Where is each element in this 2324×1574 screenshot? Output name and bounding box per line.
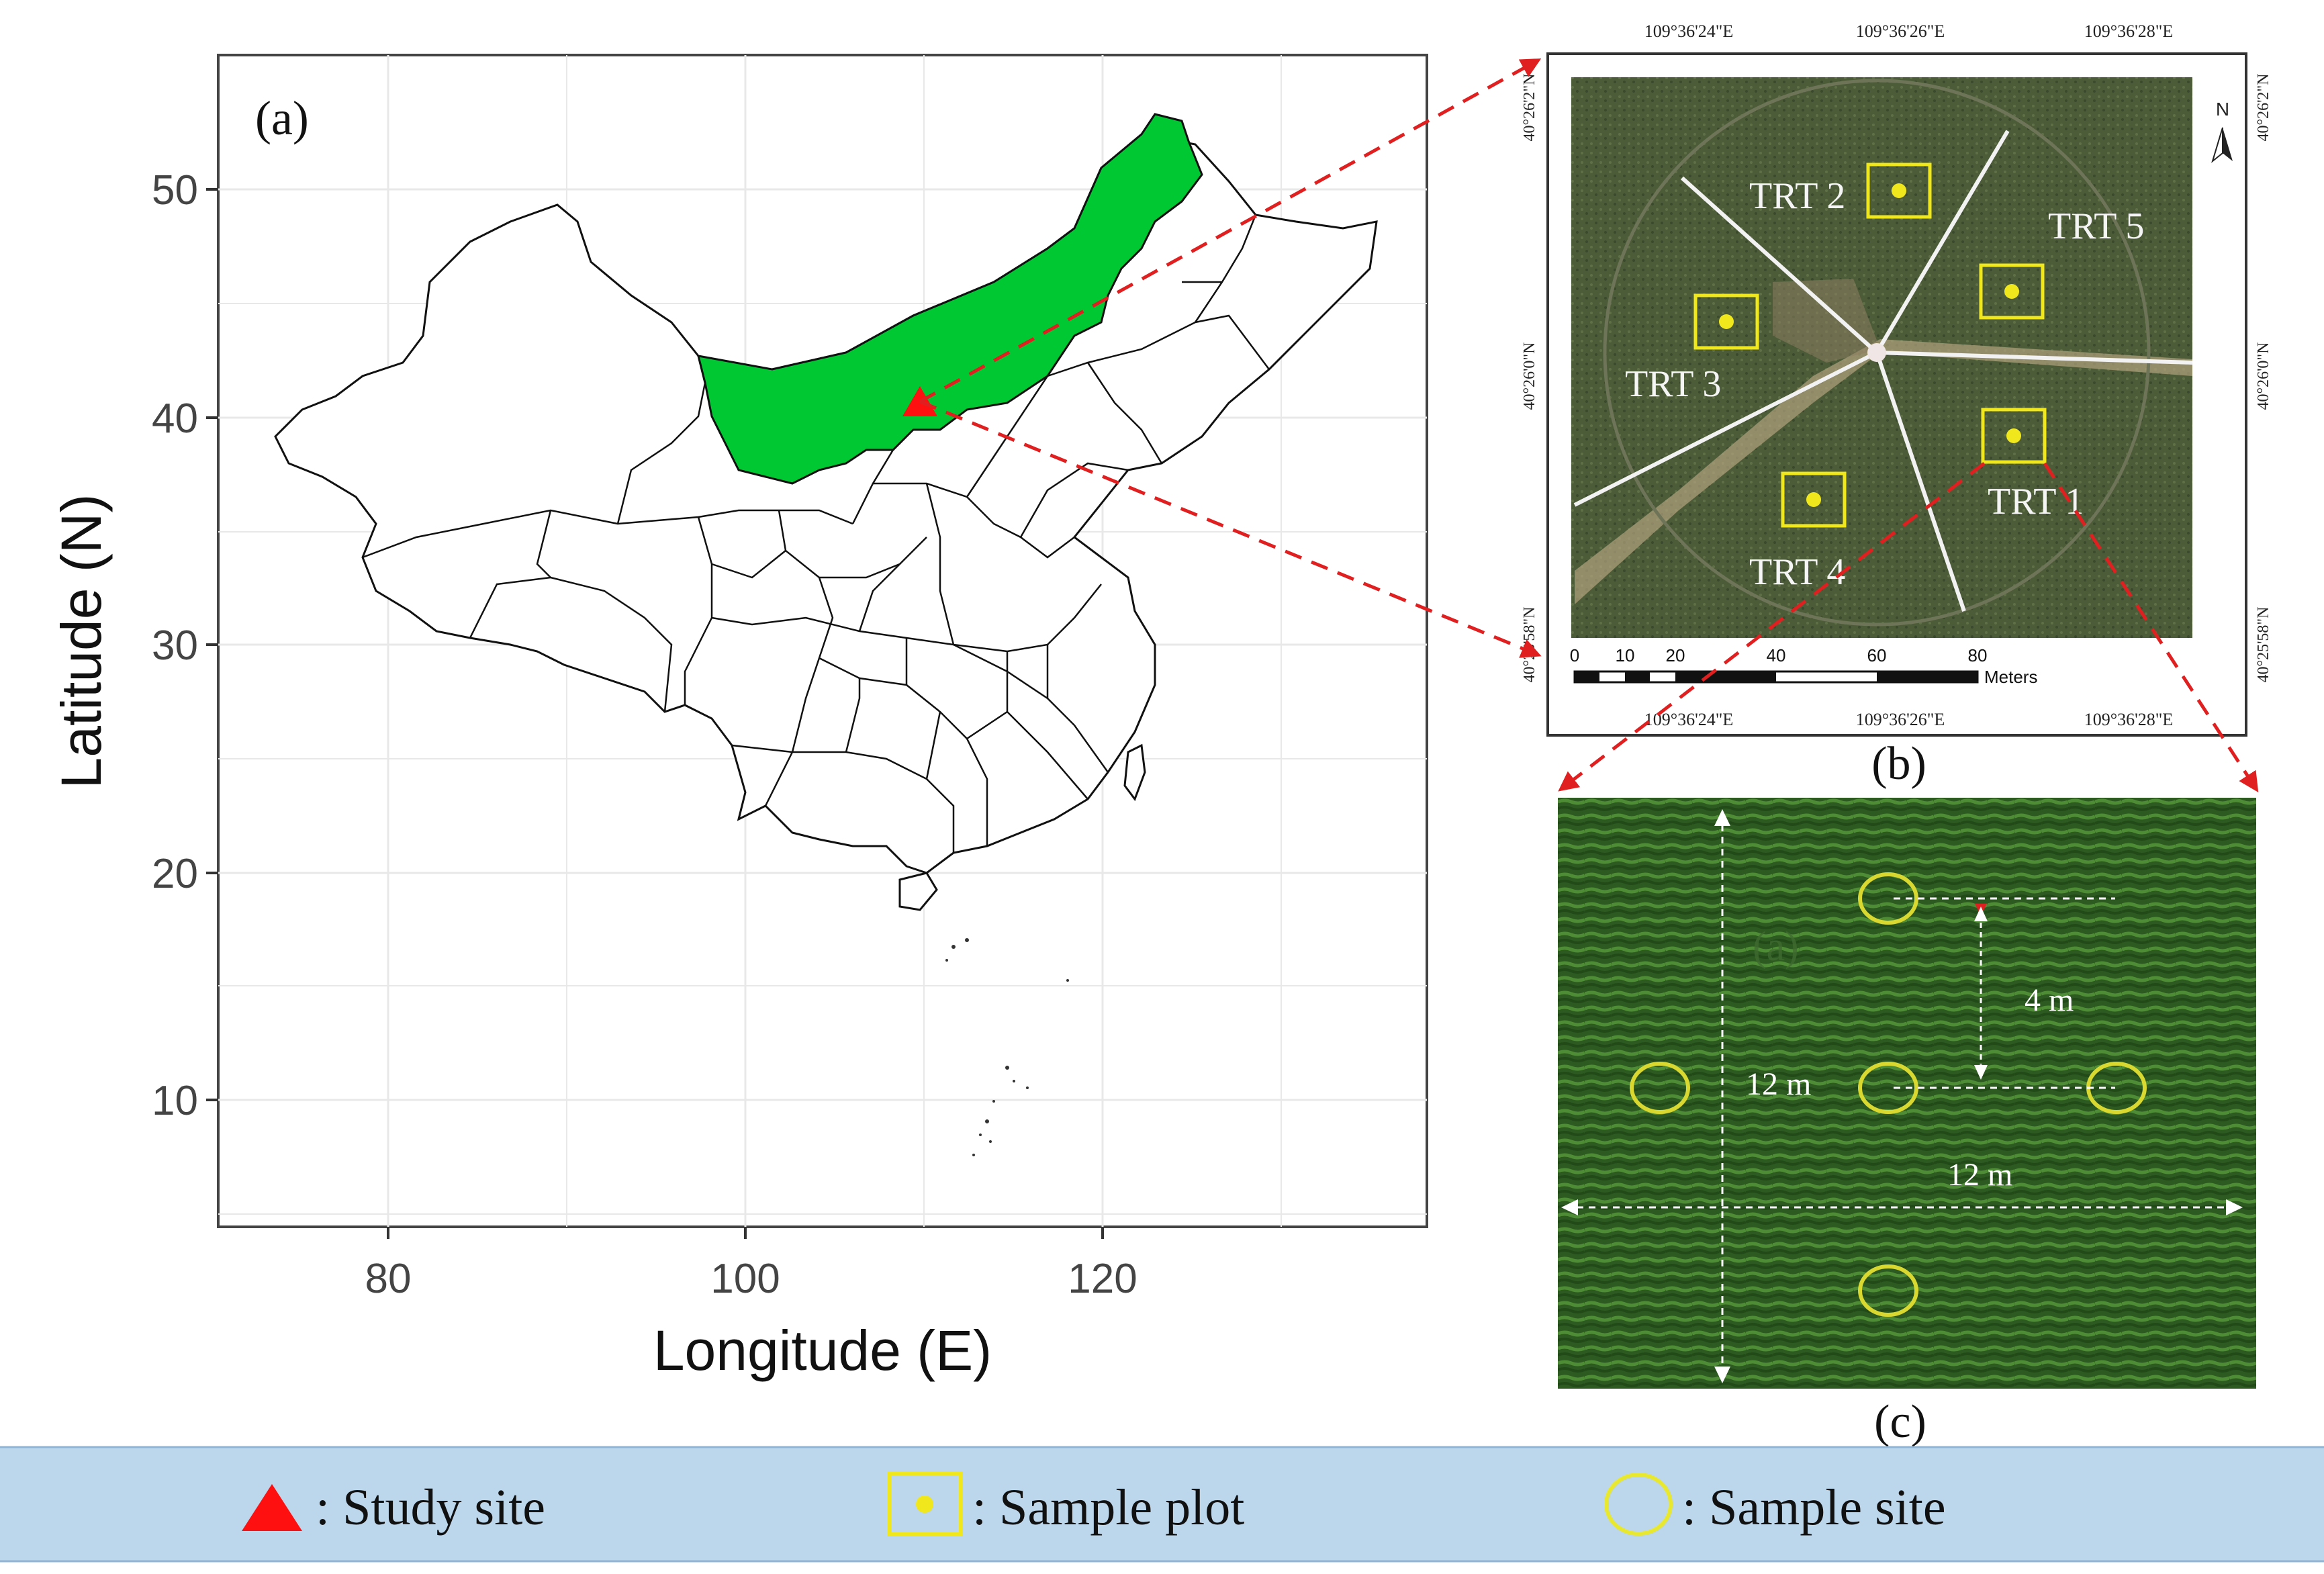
right-coord-2: 40°26'0"N: [2255, 342, 2272, 410]
sample-site-top: [1858, 872, 1918, 925]
x-tick-100: 100: [710, 1256, 780, 1302]
bare-soil: [1575, 339, 2192, 604]
legend-background: [0, 1447, 2324, 1561]
scale-tick-20: 20: [1666, 645, 1685, 665]
scale-unit: Meters: [1984, 667, 2037, 687]
left-coord-1: 40°26'2"N: [1521, 73, 1538, 141]
x-tick-80: 80: [365, 1256, 412, 1302]
panel-c-label: (c): [1874, 1396, 1926, 1448]
y-tick-30: 30: [152, 622, 198, 669]
inner-mongolia-highlight: [696, 113, 1203, 485]
sample-plots: [1693, 163, 2047, 528]
sample-plot-dots: [1719, 183, 2021, 507]
trt3-label: TRT 3: [1625, 363, 1721, 405]
legend-bar: : Study site : Sample plot : Sample site: [0, 1446, 2324, 1563]
legend-study-site: : Study site: [316, 1479, 545, 1536]
left-coord-3: 40°25'58"N: [1521, 606, 1538, 682]
sample-plot-trt2: [1866, 163, 1932, 219]
legend-circle-icon: [1604, 1473, 1673, 1536]
panel-a-map: 80 100 120 10 20 30 40 50 Longitude (E) …: [50, 54, 1428, 1382]
left-coord-2: 40°26'0"N: [1521, 342, 1538, 410]
y-tick-20: 20: [152, 851, 198, 897]
arrow-tip-h-left: [1561, 1199, 1578, 1215]
arrow-b-to-c-left: [1558, 462, 1986, 792]
arrow-b-to-c-right: [2043, 462, 2259, 793]
y-tick-40: 40: [152, 396, 198, 442]
scale-tick-80: 80: [1968, 645, 1988, 665]
north-label: N: [2216, 99, 2229, 120]
pivot-center: [1867, 343, 1886, 362]
top-coord-2: 109°36'26"E: [1856, 21, 1945, 41]
legend-triangle-icon: [242, 1484, 302, 1531]
dim-4m-label: 4 m: [2025, 982, 2074, 1018]
panel-c-closeup: (a) 4 m 12 m 12 m (c): [1558, 798, 2256, 1448]
arrow-tip-h-right: [2226, 1199, 2243, 1215]
sample-plot-trt5: [1979, 263, 2045, 320]
map-xlabel: Longitude (E): [653, 1319, 992, 1382]
trt4-label: TRT 4: [1749, 551, 1845, 593]
legend-plot-dot-icon: [916, 1495, 933, 1513]
map-ylabel: Latitude (N): [50, 494, 113, 789]
right-coord-1: 40°26'2"N: [2255, 73, 2272, 141]
panel-b-aerial: TRT 1 TRT 2 TRT 3 TRT 4 TRT 5 N 0 10 20 …: [1521, 21, 2272, 790]
scale-tick-60: 60: [1867, 645, 1887, 665]
legend-sample-plot: : Sample plot: [972, 1479, 1244, 1536]
arrow-tip-4m-bottom: [1974, 1065, 1988, 1080]
arrow-map-to-b-top: [919, 58, 1542, 404]
legend-plot-icon: [888, 1472, 962, 1536]
y-tick-50: 50: [152, 167, 198, 214]
scale-tick-0: 0: [1570, 645, 1579, 665]
arrow-tip-v-top: [1714, 809, 1730, 826]
panel-b-label: (b): [1871, 738, 1926, 790]
x-tick-120: 120: [1068, 1256, 1137, 1302]
sample-site-bottom: [1858, 1264, 1918, 1317]
map-axis-ticks: [206, 188, 1104, 1239]
panel-c-inner-label: (a): [1753, 924, 1799, 970]
hainan: [898, 872, 938, 911]
treatment-dividers: [1573, 130, 2193, 612]
trt5-label: TRT 5: [2048, 205, 2144, 247]
sample-site-left: [1630, 1062, 1690, 1114]
arrow-tip-4m-top: [1974, 907, 1988, 921]
panel-a-label: (a): [255, 91, 309, 145]
sample-plot-trt1: [1981, 408, 2047, 464]
top-coord-3: 109°36'28"E: [2084, 21, 2174, 41]
bottom-coord-3: 109°36'28"E: [2084, 710, 2174, 729]
scale-tick-10: 10: [1616, 645, 1635, 665]
panel-c-image: [1558, 798, 2256, 1389]
taiwan: [1123, 743, 1146, 802]
dimension-lines: [1565, 813, 2239, 1380]
y-tick-10: 10: [152, 1078, 198, 1124]
sample-plot-trt4: [1781, 471, 1847, 528]
callout-arrows: [919, 58, 2259, 793]
pivot-circle: [1603, 79, 2151, 627]
trt2-label: TRT 2: [1749, 175, 1845, 217]
south-sea-islands: [945, 938, 1069, 1156]
scale-bar: [1573, 670, 1979, 684]
sample-plot-trt3: [1693, 293, 1759, 350]
bottom-coord-2: 109°36'26"E: [1856, 710, 1945, 729]
dim-12m-horizontal-label: 12 m: [1947, 1157, 2012, 1193]
scale-tick-40: 40: [1767, 645, 1786, 665]
sample-site-center: [1858, 1062, 1918, 1114]
right-coord-3: 40°25'58"N: [2255, 606, 2272, 682]
bare-patch: [1773, 279, 1880, 363]
north-arrow-icon: N: [2211, 99, 2233, 163]
dim-12m-vertical-label: 12 m: [1746, 1066, 1811, 1102]
arrow-tip-v-bottom: [1714, 1367, 1730, 1383]
province-borders: [362, 214, 1270, 853]
legend-sample-site: : Sample site: [1682, 1479, 1946, 1536]
top-coord-1: 109°36'24"E: [1644, 21, 1734, 41]
